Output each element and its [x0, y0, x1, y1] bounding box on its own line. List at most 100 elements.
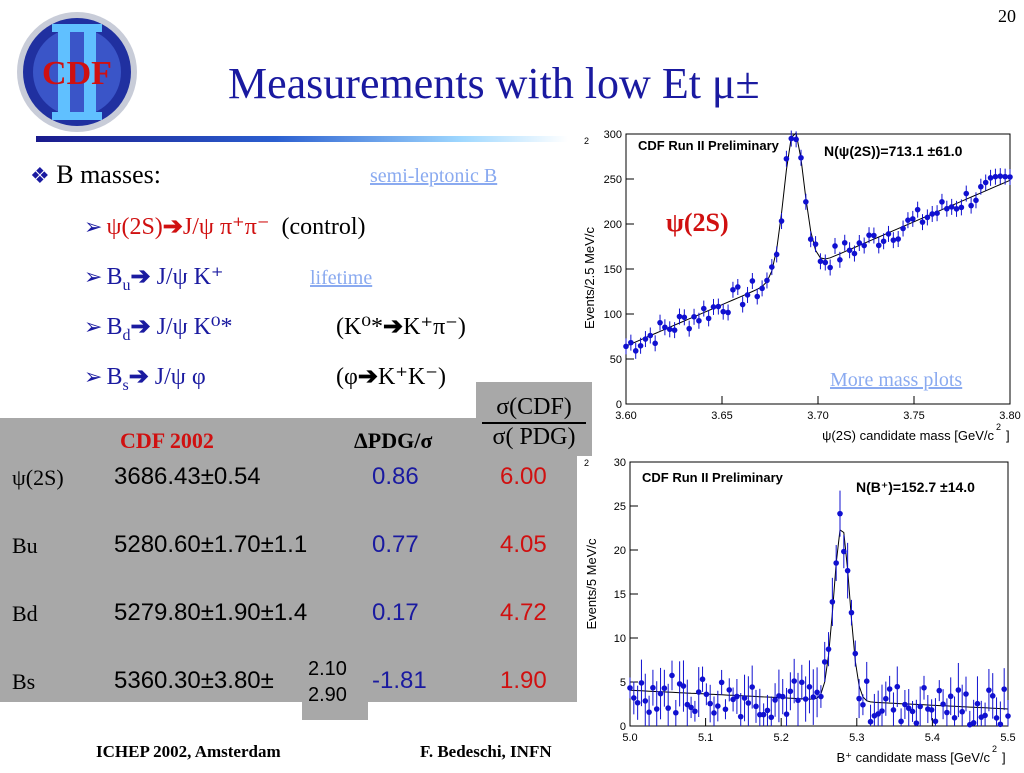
plot-count: N(B⁺)=152.7 ±14.0 [856, 479, 975, 495]
data-point [681, 314, 688, 321]
data-point [992, 173, 999, 180]
data-point [913, 720, 920, 726]
data-point [662, 324, 668, 331]
data-point [810, 694, 817, 700]
data-point [700, 305, 707, 312]
psi2s-peak-label: ψ(2S) [666, 208, 729, 237]
y-tick-label: 0 [616, 399, 622, 411]
data-point [936, 687, 943, 694]
data-point [754, 293, 761, 300]
y-tick-label: 30 [614, 457, 626, 469]
data-point [638, 680, 645, 686]
y-tick-label: 200 [604, 219, 622, 231]
diamond-bullet-icon: ❖ [30, 163, 50, 188]
bullet-bd: ➢ Bd➔ J/ψ K⁰* [84, 314, 233, 344]
data-point [749, 278, 756, 284]
x-tick-label: 3.60 [615, 410, 636, 422]
data-point [691, 313, 697, 320]
x-tick-label: 5.5 [1000, 732, 1015, 744]
y-tick-label: 20 [614, 545, 626, 557]
data-point [902, 701, 908, 708]
x-tick-label: 5.1 [698, 732, 713, 744]
data-point [909, 216, 916, 222]
data-point [909, 708, 916, 715]
data-point [958, 204, 965, 211]
data-point [779, 693, 786, 700]
data-point [914, 206, 921, 213]
data-point [833, 560, 839, 566]
data-point [627, 685, 633, 691]
data-point [905, 705, 912, 712]
y-axis-label-sup: 2 [584, 136, 589, 146]
y-axis-label: Events/2.5 MeV/c [582, 227, 597, 329]
data-point [764, 707, 771, 714]
data-point [778, 218, 785, 224]
data-point [852, 650, 859, 657]
y-tick-label: 0 [620, 721, 626, 733]
bullet-psi2s: ➢ ψ(2S)➔J/ψ π⁺π⁻ (control) [84, 214, 366, 240]
data-point [921, 684, 927, 691]
arrow-icon: ➔ [128, 364, 149, 390]
row-ratio: 1.90 [500, 667, 547, 694]
data-point [715, 303, 722, 310]
asymmetric-error-bg [302, 656, 368, 720]
sigma-ratio-header: σ(CDF) σ( PDG) [478, 394, 590, 451]
data-point [866, 232, 872, 238]
data-point [837, 510, 843, 517]
data-point [642, 336, 649, 342]
data-point [1002, 173, 1008, 180]
data-point [863, 678, 870, 684]
data-point [803, 199, 809, 205]
row-dpdg: 0.17 [372, 599, 419, 626]
y-tick-label: 15 [614, 589, 626, 601]
plot-count: N(ψ(2S))=713.1 ±61.0 [824, 143, 963, 159]
data-point [812, 241, 819, 247]
data-point [788, 135, 795, 142]
data-point [814, 689, 820, 696]
data-point [987, 175, 994, 181]
data-point [787, 688, 794, 695]
data-point [661, 685, 668, 692]
data-point [974, 700, 981, 707]
data-point [871, 232, 877, 239]
data-point [982, 179, 989, 186]
arrow-icon: ➔ [130, 314, 151, 340]
data-point [741, 695, 748, 701]
arrow-icon: ➔ [382, 314, 404, 340]
x-tick-label: 3.80 [999, 410, 1020, 422]
x-axis-label-end: ] [1002, 750, 1006, 765]
data-point [997, 173, 1004, 179]
data-point [982, 712, 988, 719]
row-dpdg: 0.86 [372, 463, 419, 490]
data-point [986, 687, 992, 693]
arrow-bullet-icon: ➢ [84, 264, 103, 289]
x-tick-label: 5.4 [925, 732, 940, 744]
data-point [768, 714, 775, 721]
data-point [825, 646, 832, 652]
y-tick-label: 10 [614, 633, 626, 645]
data-point [637, 342, 644, 349]
data-point [890, 707, 897, 713]
data-point [939, 199, 945, 205]
cdf-logo: CDF [14, 10, 140, 134]
more-mass-plots-link[interactable]: More mass plots [830, 369, 963, 391]
data-point [959, 708, 965, 715]
semileptonic-link[interactable]: semi-leptonic B [370, 165, 498, 187]
data-point [832, 243, 838, 249]
data-point [653, 706, 660, 712]
mass-table [0, 418, 577, 702]
data-point [885, 231, 892, 237]
data-point [953, 206, 960, 212]
data-point [745, 700, 752, 706]
data-point [829, 599, 836, 605]
lifetime-link[interactable]: lifetime [310, 267, 373, 289]
data-point [734, 693, 740, 700]
row-mass: 5279.80±1.90±1.4 [114, 599, 308, 626]
data-point [968, 202, 974, 209]
y-axis-label: Events/5 MeV/c [584, 538, 599, 630]
arrow-bullet-icon: ➢ [84, 214, 103, 239]
bs-decay-note: (φ➔K⁺K⁻) [336, 364, 446, 390]
data-point [749, 684, 755, 690]
row-mass: 3686.43±0.54 [114, 463, 261, 490]
data-point [642, 698, 649, 704]
